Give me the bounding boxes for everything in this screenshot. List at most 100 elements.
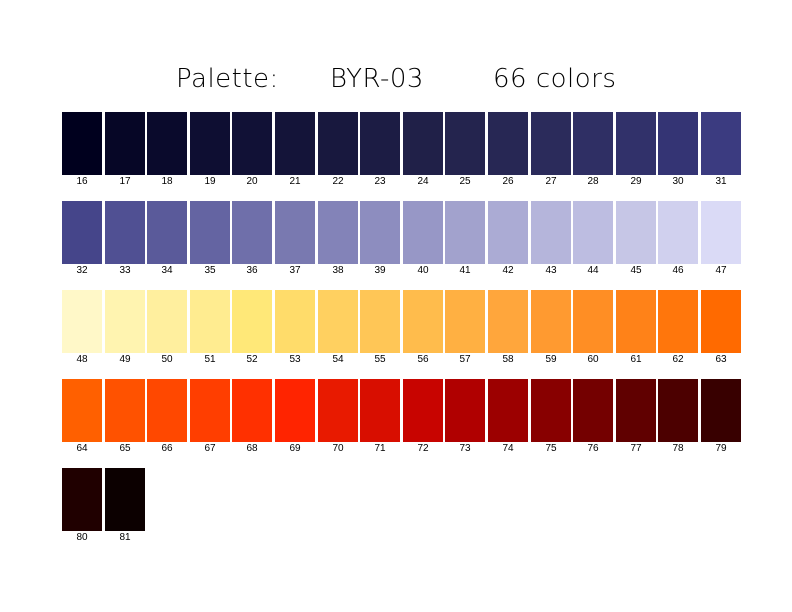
- swatch-index-label: 31: [715, 176, 727, 187]
- color-swatch: [190, 201, 230, 264]
- color-swatch: [701, 112, 741, 175]
- swatch-index-label: 27: [545, 176, 557, 187]
- swatch-index-label: 36: [246, 265, 258, 276]
- color-swatch: [658, 290, 698, 353]
- swatch-index-label: 40: [417, 265, 429, 276]
- color-swatch: [531, 290, 571, 353]
- color-swatch: [573, 201, 613, 264]
- swatch-index-label: 47: [715, 265, 727, 276]
- swatch-index-label: 18: [161, 176, 173, 187]
- swatch-index-label: 77: [630, 443, 642, 454]
- swatch-index-label: 30: [672, 176, 684, 187]
- swatch-index-label: 35: [204, 265, 216, 276]
- swatch-index-label: 28: [587, 176, 599, 187]
- swatch-index-label: 78: [672, 443, 684, 454]
- color-swatch: [488, 201, 528, 264]
- color-swatch: [232, 112, 272, 175]
- color-swatch: [573, 379, 613, 442]
- swatch-index-label: 80: [76, 532, 88, 543]
- color-swatch: [701, 201, 741, 264]
- color-swatch: [62, 112, 102, 175]
- color-swatch: [403, 290, 443, 353]
- color-swatch: [147, 290, 187, 353]
- color-swatch: [105, 379, 145, 442]
- swatch-index-label: 69: [289, 443, 301, 454]
- color-swatch: [360, 290, 400, 353]
- color-swatch: [573, 290, 613, 353]
- color-swatch: [318, 379, 358, 442]
- color-swatch: [573, 112, 613, 175]
- color-swatch: [232, 379, 272, 442]
- swatch-index-label: 50: [161, 354, 173, 365]
- color-swatch: [62, 468, 102, 531]
- color-swatch: [275, 379, 315, 442]
- swatch-index-label: 48: [76, 354, 88, 365]
- color-swatch: [105, 468, 145, 531]
- swatch-index-label: 71: [374, 443, 386, 454]
- swatch-index-label: 81: [119, 532, 131, 543]
- color-swatch: [531, 379, 571, 442]
- color-swatch: [232, 201, 272, 264]
- color-swatch: [701, 379, 741, 442]
- swatch-index-label: 58: [502, 354, 514, 365]
- swatch-index-label: 54: [332, 354, 344, 365]
- color-swatch: [531, 112, 571, 175]
- color-swatch: [105, 112, 145, 175]
- swatch-index-label: 19: [204, 176, 216, 187]
- swatch-index-label: 34: [161, 265, 173, 276]
- color-swatch: [445, 112, 485, 175]
- swatch-index-label: 57: [459, 354, 471, 365]
- color-count: 66 colors: [493, 64, 617, 94]
- color-swatch: [147, 112, 187, 175]
- color-swatch: [190, 112, 230, 175]
- swatch-index-label: 75: [545, 443, 557, 454]
- color-swatch: [658, 112, 698, 175]
- swatch-index-label: 23: [374, 176, 386, 187]
- swatch-index-label: 63: [715, 354, 727, 365]
- swatch-index-label: 62: [672, 354, 684, 365]
- swatch-index-label: 24: [417, 176, 429, 187]
- color-swatch: [232, 290, 272, 353]
- color-swatch: [658, 379, 698, 442]
- swatch-index-label: 17: [119, 176, 131, 187]
- swatch-index-label: 26: [502, 176, 514, 187]
- swatch-index-label: 32: [76, 265, 88, 276]
- color-swatch: [190, 290, 230, 353]
- swatch-index-label: 38: [332, 265, 344, 276]
- color-swatch: [318, 201, 358, 264]
- swatch-index-label: 46: [672, 265, 684, 276]
- swatch-index-label: 66: [161, 443, 173, 454]
- color-swatch: [360, 112, 400, 175]
- swatch-index-label: 65: [119, 443, 131, 454]
- swatch-index-label: 68: [246, 443, 258, 454]
- palette-title: Palette: BYR-03 66 colors: [0, 64, 792, 100]
- color-swatch: [445, 379, 485, 442]
- color-swatch: [701, 290, 741, 353]
- swatch-index-label: 51: [204, 354, 216, 365]
- color-swatch: [616, 112, 656, 175]
- title-prefix: Palette:: [176, 64, 279, 94]
- color-swatch: [488, 112, 528, 175]
- color-swatch: [62, 290, 102, 353]
- color-swatch: [62, 201, 102, 264]
- swatch-index-label: 39: [374, 265, 386, 276]
- swatch-index-label: 74: [502, 443, 514, 454]
- swatch-index-label: 29: [630, 176, 642, 187]
- swatch-index-label: 67: [204, 443, 216, 454]
- color-swatch: [360, 201, 400, 264]
- swatch-index-label: 21: [289, 176, 301, 187]
- color-swatch: [275, 112, 315, 175]
- color-swatch: [658, 201, 698, 264]
- color-swatch: [488, 290, 528, 353]
- color-swatch: [531, 201, 571, 264]
- swatch-index-label: 56: [417, 354, 429, 365]
- swatch-index-label: 20: [246, 176, 258, 187]
- swatch-index-label: 72: [417, 443, 429, 454]
- swatch-index-label: 61: [630, 354, 642, 365]
- swatch-index-label: 25: [459, 176, 471, 187]
- color-swatch: [445, 201, 485, 264]
- swatch-index-label: 33: [119, 265, 131, 276]
- swatch-index-label: 44: [587, 265, 599, 276]
- swatch-index-label: 70: [332, 443, 344, 454]
- color-swatch: [616, 290, 656, 353]
